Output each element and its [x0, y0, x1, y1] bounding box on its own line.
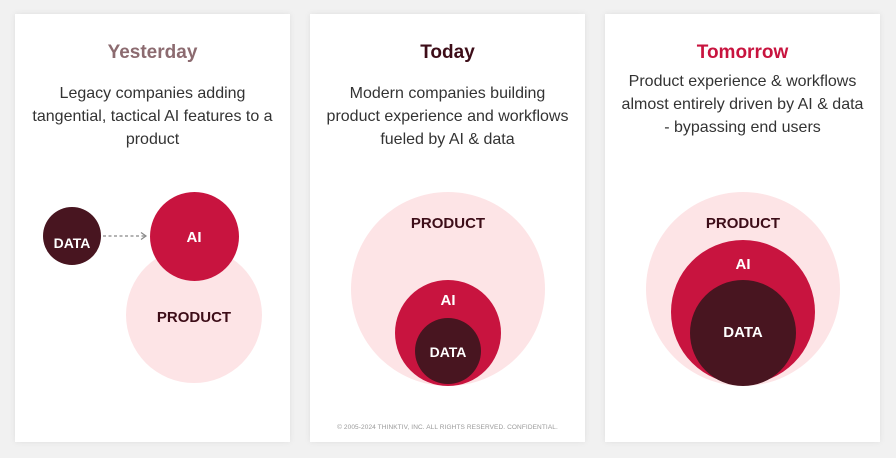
panel-today: Today Modern companies building product … [310, 14, 585, 442]
ai-label: AI [440, 292, 456, 309]
product-label: PRODUCT [410, 215, 486, 232]
product-label: PRODUCT [705, 215, 781, 232]
ai-label: AI [186, 229, 202, 246]
data-label: DATA [429, 344, 467, 360]
data-label: DATA [53, 235, 91, 251]
dashed-arrow-icon [103, 232, 148, 240]
panel-description: Legacy companies adding tangential, tact… [32, 85, 273, 148]
data-circle [415, 318, 481, 384]
panel-yesterday: Yesterday Legacy companies adding tangen… [15, 14, 290, 442]
panel-title: Yesterday [107, 42, 198, 63]
panel-title: Today [420, 42, 475, 63]
product-label: PRODUCT [156, 309, 232, 326]
panel-description: Modern companies building product experi… [326, 85, 569, 148]
panel-description: Product experience & workflows almost en… [621, 73, 864, 136]
data-label: DATA [723, 324, 763, 341]
copyright-footer: © 2005-2024 THINKTIV, INC. ALL RIGHTS RE… [337, 424, 558, 431]
data-circle [43, 207, 101, 265]
ai-circle [150, 192, 239, 281]
panel-title: Tomorrow [696, 42, 789, 63]
panel-tomorrow: Tomorrow Product experience & workflows … [605, 14, 880, 442]
ai-label: AI [735, 256, 751, 273]
data-circle [690, 280, 796, 386]
